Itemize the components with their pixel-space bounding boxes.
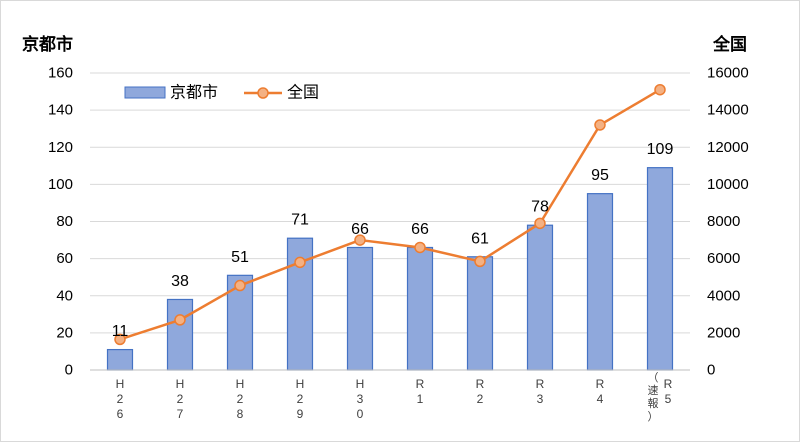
- x-tick-label-note: ）: [648, 410, 659, 423]
- bar: [166, 298, 194, 371]
- x-tick-label: H: [176, 377, 185, 391]
- x-tick-label: 2: [237, 392, 244, 406]
- bar-data-label: 71: [291, 212, 309, 229]
- bar: [106, 348, 134, 371]
- x-tick-label: 9: [297, 407, 304, 421]
- x-tick-label: 3: [357, 392, 364, 406]
- bar-data-label: 109: [647, 141, 674, 158]
- bar: [586, 193, 614, 371]
- national-point: [294, 256, 306, 269]
- national-point: [114, 333, 126, 346]
- national-point: [234, 279, 246, 292]
- bar: [526, 224, 554, 371]
- y-right-tick-label: 4000: [707, 287, 740, 304]
- bar: [406, 246, 434, 371]
- legend-bar-label: 京都市: [170, 84, 218, 102]
- y-left-tick-label: 0: [65, 362, 73, 379]
- national-line: [119, 88, 661, 341]
- x-tick-label-note: 速: [648, 384, 659, 397]
- bar-data-label: 66: [411, 221, 429, 238]
- x-tick-label: R: [416, 377, 425, 391]
- x-tick-label: 6: [117, 407, 124, 421]
- x-tick-label: H: [356, 377, 365, 391]
- y-right-tick-label: 6000: [707, 250, 740, 267]
- x-tick-label: H: [116, 377, 125, 391]
- legend-line-marker: [257, 87, 269, 99]
- x-tick-label: R: [476, 377, 485, 391]
- y-left-tick-label: 60: [56, 250, 73, 267]
- bar-data-label: 51: [231, 249, 249, 266]
- national-point: [654, 83, 666, 96]
- national-point: [354, 234, 366, 246]
- bar: [646, 167, 674, 371]
- x-tick-label: R: [596, 377, 605, 391]
- bar-data-label: 66: [351, 221, 369, 238]
- x-tick-label: 3: [537, 392, 544, 406]
- national-point: [174, 314, 186, 326]
- national-point: [414, 241, 426, 254]
- y-right-tick-label: 8000: [707, 213, 740, 230]
- x-tick-label: 0: [357, 407, 364, 421]
- left-axis-title: 京都市: [22, 35, 73, 55]
- national-point: [594, 119, 606, 131]
- legend-bar-swatch: [124, 86, 166, 99]
- x-tick-label: 2: [477, 392, 484, 406]
- x-tick-label: 2: [177, 392, 184, 406]
- y-right-tick-label: 16000: [707, 65, 749, 82]
- x-tick-label: R: [536, 377, 545, 391]
- y-right-tick-label: 2000: [707, 324, 740, 341]
- x-tick-label: 7: [177, 407, 184, 421]
- y-left-tick-label: 40: [56, 287, 73, 304]
- x-tick-label: R: [664, 377, 673, 391]
- x-tick-label: H: [296, 377, 305, 391]
- bar-data-label: 61: [471, 230, 489, 247]
- x-tick-label: 1: [417, 392, 424, 406]
- y-left-tick-label: 100: [48, 176, 73, 193]
- bar: [466, 256, 494, 371]
- x-tick-label-note: （: [648, 371, 659, 384]
- y-right-tick-label: 10000: [707, 176, 749, 193]
- x-tick-label-note: 報: [648, 397, 659, 410]
- x-tick-label: 2: [117, 392, 124, 406]
- bar-data-label: 78: [531, 199, 549, 216]
- y-left-tick-label: 20: [56, 324, 73, 341]
- bar: [346, 246, 374, 371]
- bar-data-label: 11: [112, 323, 129, 340]
- x-tick-label: H: [236, 377, 245, 391]
- x-tick-label: 5: [665, 392, 672, 406]
- y-right-tick-label: 0: [707, 362, 715, 379]
- y-left-tick-label: 140: [48, 102, 73, 119]
- y-left-tick-label: 80: [56, 213, 73, 230]
- x-tick-label: 4: [597, 392, 604, 406]
- y-left-tick-label: 160: [48, 65, 73, 82]
- y-right-tick-label: 14000: [707, 102, 749, 119]
- right-axis-title: 全国: [713, 35, 747, 55]
- bar-data-label: 95: [591, 167, 609, 184]
- y-left-tick-label: 120: [48, 139, 73, 156]
- legend-line-label: 全国: [287, 84, 319, 102]
- x-tick-label: 8: [237, 407, 244, 421]
- national-point: [474, 255, 486, 268]
- national-point: [534, 217, 546, 230]
- y-right-tick-label: 12000: [707, 139, 749, 156]
- x-tick-label: 2: [297, 392, 304, 406]
- bar-data-label: 38: [171, 273, 189, 290]
